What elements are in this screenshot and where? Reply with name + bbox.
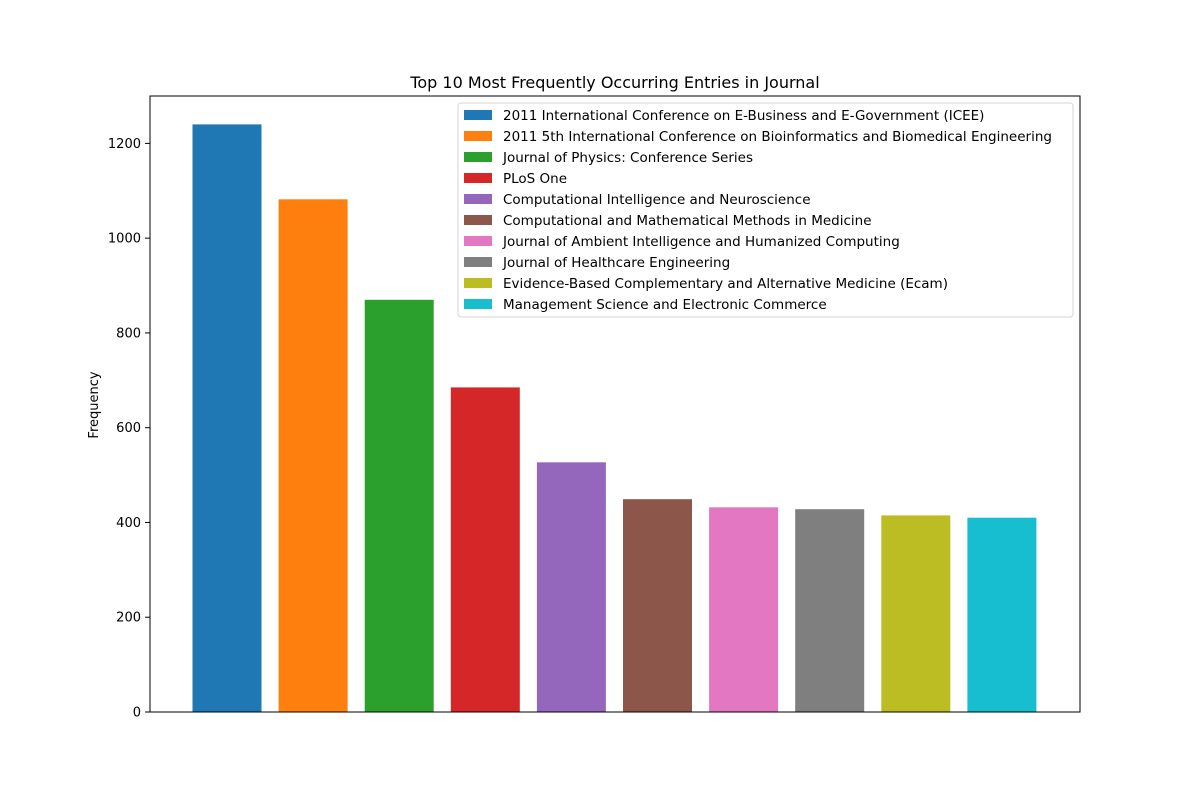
bar-2 — [278, 199, 348, 713]
legend: 2011 International Conference on E-Busin… — [457, 102, 1074, 318]
bar-5 — [536, 462, 606, 712]
y-tick-label: 600 — [116, 421, 141, 436]
legend-swatch — [464, 110, 492, 120]
y-tick-label: 400 — [116, 516, 141, 531]
y-tick-label: 1200 — [108, 137, 141, 152]
legend-label: PLoS One — [503, 171, 567, 187]
bar-4 — [450, 387, 520, 712]
legend-label: Journal of Ambient Intelligence and Huma… — [502, 234, 900, 250]
chart-title: Top 10 Most Frequently Occurring Entries… — [409, 73, 819, 92]
y-tick-label: 1000 — [108, 232, 141, 247]
legend-box — [457, 102, 1074, 318]
legend-label: Computational Intelligence and Neuroscie… — [503, 192, 811, 208]
legend-swatch — [464, 152, 492, 162]
legend-swatch — [464, 194, 492, 204]
legend-label: Computational and Mathematical Methods i… — [503, 213, 872, 229]
bars-group — [192, 124, 1037, 713]
bar-8 — [795, 509, 865, 712]
legend-swatch — [464, 131, 492, 141]
bar-6 — [623, 499, 692, 712]
y-axis-label: Frequency — [87, 371, 102, 438]
bar-1 — [192, 124, 262, 712]
legend-label: 2011 International Conference on E-Busin… — [503, 108, 984, 124]
legend-swatch — [464, 236, 492, 246]
y-tick-label: 200 — [116, 611, 141, 626]
y-tick-label: 0 — [133, 706, 141, 721]
bar-10 — [967, 517, 1037, 712]
y-tick-label: 800 — [116, 326, 141, 341]
y-axis: 0 200 400 600 800 1000 1200 — [108, 137, 150, 721]
legend-label: Journal of Healthcare Engineering — [502, 255, 730, 271]
bar-7 — [709, 507, 779, 712]
legend-label: 2011 5th International Conference on Bio… — [503, 129, 1052, 145]
bar-3 — [364, 299, 434, 712]
legend-label: Management Science and Electronic Commer… — [503, 297, 827, 313]
legend-label: Evidence-Based Complementary and Alterna… — [503, 276, 948, 292]
legend-swatch — [464, 215, 492, 225]
legend-swatch — [464, 173, 492, 183]
legend-swatch — [464, 278, 492, 288]
bar-9 — [881, 515, 951, 712]
plot-frame — [149, 95, 1081, 713]
legend-swatch — [464, 299, 492, 309]
legend-label: Journal of Physics: Conference Series — [502, 150, 753, 166]
legend-swatch — [464, 257, 492, 267]
